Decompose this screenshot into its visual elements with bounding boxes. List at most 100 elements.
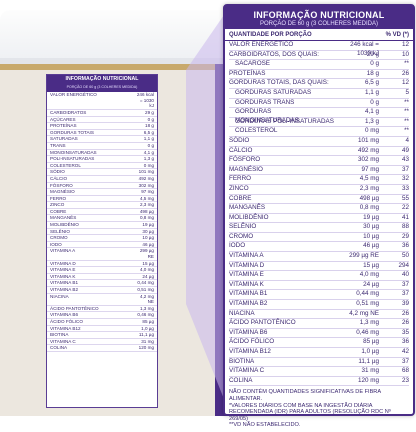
nutrient-amount: 246 kcal = 1030 kJ <box>350 41 379 57</box>
nutrient-name: MAGNÉSIO <box>229 165 263 173</box>
nutrient-row: FERRO 4,5 mg 32 <box>229 175 409 185</box>
nutrient-amount: 18 g <box>366 69 379 77</box>
nutrient-amount: 498 µg <box>359 194 379 202</box>
nutrient-vd: 55 <box>401 194 409 202</box>
small-row-amount: 46 µg <box>142 241 154 247</box>
small-row-name: TRANS <box>50 142 66 148</box>
nutrient-name: VALOR ENERGÉTICO <box>229 41 294 48</box>
small-table-row: COLESTEROL 0 mg <box>47 163 157 170</box>
nutrient-name: VITAMINA A <box>229 252 264 260</box>
nutrient-row: PROTEÍNAS 18 g 26 <box>229 70 409 80</box>
small-row-name: BIOTINA <box>50 332 69 338</box>
small-row-name: COBRE <box>50 208 67 214</box>
nutrient-name: BIOTINA <box>229 357 255 365</box>
nutrient-name: VITAMINA C <box>229 367 265 375</box>
nutrient-name: ÁCIDO PANTOTÊNICO <box>229 319 296 327</box>
small-table-row: TRANS 0 g <box>47 143 157 150</box>
small-row-amount: 0,51 mg <box>137 287 154 292</box>
nutrient-amount: 30 µg <box>363 223 379 231</box>
footnote: **VD NÃO ESTABELECIDO. <box>229 422 301 429</box>
nutrient-vd: ** <box>404 60 409 68</box>
column-vd: % VD (*) <box>385 32 409 38</box>
small-table-row: VITAMINA B2 0,51 mg <box>47 287 157 294</box>
callout-footnotes: NÃO CONTÉM QUANTIDADES SIGNIFICATIVAS DE… <box>225 386 413 432</box>
nutrient-name: GORDURAS TRANS <box>235 98 295 106</box>
nutrient-name: GORDURAS MONOINSATURADAS <box>235 108 299 124</box>
small-table-row: ÁCIDO FÓLICO 85 µg <box>47 319 157 326</box>
nutrient-vd: 12 <box>401 41 409 48</box>
nutrient-name: GORDURAS TOTAIS, DAS QUAIS: <box>229 79 329 87</box>
nutrient-vd: 26 <box>401 69 409 77</box>
nutrient-amount: 10 µg <box>363 232 379 240</box>
small-table-row: VITAMINA B12 1,0 µg <box>47 326 157 333</box>
small-table-row: MAGNÉSIO 97 mg <box>47 189 157 196</box>
nutrient-vd: 4 <box>405 136 409 144</box>
nutrient-vd: ** <box>404 117 409 125</box>
small-row-name: VITAMINA B2 <box>50 287 78 292</box>
nutrient-row: GORDURAS TRANS 0 g ** <box>229 99 409 109</box>
nutrient-amount: 11,1 µg <box>358 357 379 365</box>
nutrient-vd: ** <box>404 98 409 106</box>
nutrient-row: VITAMINA C 31 mg 68 <box>229 367 409 377</box>
small-row-amount: 29 g <box>145 109 154 115</box>
nutrient-amount: 31 mg <box>361 367 379 375</box>
small-row-name: GORDURAS TOTAIS <box>50 129 94 135</box>
nutrient-amount: 1,1 g <box>364 88 379 96</box>
nutrient-name: CROMO <box>229 232 254 240</box>
small-row-amount: 1,0 µg <box>141 325 154 331</box>
small-row-amount: 246 kcal = 1030 kJ <box>136 92 154 109</box>
small-table-row: VITAMINA E 4,0 mg <box>47 267 157 274</box>
nutrient-vd: 26 <box>401 309 409 317</box>
nutrient-name: VITAMINA B6 <box>229 328 268 336</box>
nutrient-vd: 294 <box>398 261 409 269</box>
nutrient-name: ÁCIDO FÓLICO <box>229 338 275 346</box>
small-row-name: SATURADAS <box>50 136 78 142</box>
nutrient-amount: 0,8 mg <box>359 204 379 212</box>
small-table-row: FÓSFORO 302 mg <box>47 183 157 190</box>
small-row-amount: 18 g <box>145 123 154 129</box>
nutrient-name: VITAMINA D <box>229 261 265 269</box>
small-row-name: POLI-INSATURADAS <box>50 156 95 162</box>
nutrient-name: FERRO <box>229 175 252 183</box>
nutrient-name: FÓSFORO <box>229 156 261 164</box>
nutrient-name: VITAMINA B2 <box>229 300 268 308</box>
small-table-row: SATURADAS 1,1 g <box>47 136 157 143</box>
small-row-amount: 302 mg <box>138 182 154 188</box>
nutrient-name: VITAMINA K <box>229 280 264 288</box>
small-row-name: VITAMINA B6 <box>50 312 78 318</box>
nutrient-row: VITAMINA B6 0,46 mg 35 <box>229 329 409 339</box>
small-table-row: SÓDIO 101 mg <box>47 169 157 176</box>
small-table-row: IODO 46 µg <box>47 242 157 249</box>
small-row-name: VITAMINA B12 <box>50 325 81 331</box>
small-table-row: VITAMINA K 24 µg <box>47 274 157 281</box>
nutrient-vd: 37 <box>401 280 409 288</box>
nutrient-vd: 33 <box>401 184 409 192</box>
nutrient-row: GORDURAS POLI-INSATURADAS 1,3 g ** <box>229 118 409 128</box>
small-table-row: VITAMINA D 15 µg <box>47 261 157 268</box>
small-row-name: CROMO <box>50 235 68 241</box>
nutrient-name: CARBOIDRATOS, DOS QUAIS: <box>229 50 320 58</box>
small-row-amount: 15 µg <box>142 260 154 266</box>
small-row-name: NIACINA <box>50 293 69 299</box>
zoom-wedge <box>186 12 226 404</box>
nutrient-name: SELÊNIO <box>229 223 257 231</box>
small-row-name: COLESTEROL <box>50 162 81 168</box>
small-table-rows: VALOR ENERGÉTICO 246 kcal = 1030 kJ CARBOI… <box>47 92 157 352</box>
small-table-row: SELÊNIO 30 µg <box>47 229 157 236</box>
nutrient-vd: 29 <box>401 232 409 240</box>
small-table-row: VALOR ENERGÉTICO 246 kcal = 1030 kJ <box>47 92 157 110</box>
nutrient-vd: ** <box>404 108 409 116</box>
small-row-name: VALOR ENERGÉTICO <box>50 92 97 98</box>
small-row-amount: 19 µg <box>142 222 154 228</box>
nutrient-row: IODO 46 µg 36 <box>229 242 409 253</box>
nutrient-name: COLINA <box>229 376 253 384</box>
small-table-row: VITAMINA B6 0,46 mg <box>47 312 157 319</box>
small-table-row: GORDURAS TOTAIS 6,5 g <box>47 130 157 137</box>
nutrient-row: GORDURAS MONOINSATURADAS 4,1 g ** <box>229 108 409 124</box>
nutrition-callout: INFORMAÇÃO NUTRICIONAL PORÇÃO DE 60 g (3… <box>223 4 415 428</box>
nutrient-row: VITAMINA E 4,0 mg 40 <box>229 271 409 281</box>
nutrient-amount: 85 µg <box>363 338 379 346</box>
small-table-serving: PORÇÃO DE 60 g (3 COLHERES MEDIDA) <box>47 84 157 93</box>
small-row-name: CÁLCIO <box>50 175 68 181</box>
nutrient-name: VITAMINA B1 <box>229 290 268 298</box>
